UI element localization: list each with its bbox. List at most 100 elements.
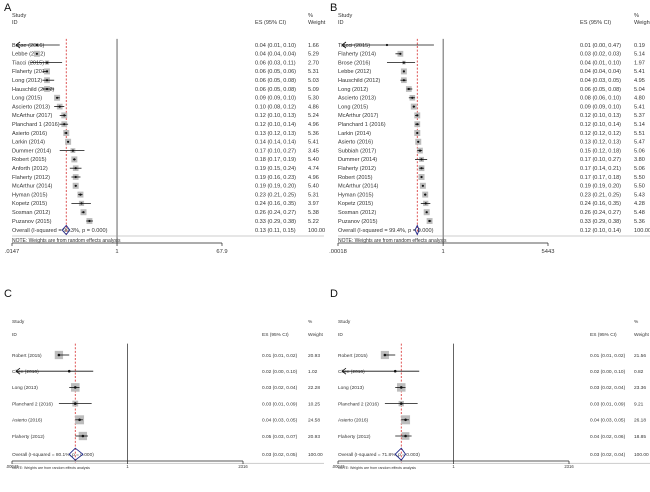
point-estimate [412, 105, 415, 108]
study-row: Larkin (2014) 0.14 (0.14, 0.14) 5.41 [12, 138, 319, 146]
study-row: Brose (2016) 0.04 (0.01, 0.10) 1.66 [12, 41, 319, 49]
study-id: Long (2015) [12, 96, 42, 102]
overall-label: Overall (I-squared = 80.1%, p = 0.000) [12, 452, 94, 458]
study-row: Hauschild (2012) 0.04 (0.03, 0.05) 4.95 [338, 77, 645, 84]
study-es-ci: 0.04 (0.01, 0.10) [255, 43, 296, 49]
study-weight: 1.66 [308, 43, 319, 49]
study-es-ci: 0.26 (0.24, 0.27) [255, 210, 296, 216]
study-id: Flaherty (2014) [12, 69, 50, 75]
study-id: McArthur (2014) [338, 184, 379, 190]
study-id: Kopetz (2015) [12, 201, 47, 207]
study-row: Robert (2015) 0.18 (0.17, 0.19) 5.40 [12, 156, 319, 163]
study-id: Robert (2015) [12, 157, 47, 163]
study-es-ci: 0.19 (0.16, 0.23) [255, 175, 296, 181]
study-es-ci: 0.33 (0.29, 0.38) [580, 219, 621, 225]
study-weight: 4.95 [634, 78, 645, 84]
point-estimate [45, 79, 49, 82]
study-es-ci: 0.33 (0.29, 0.38) [255, 219, 296, 225]
study-row: Sosman (2012) 0.26 (0.24, 0.27) 5.48 [338, 209, 645, 216]
study-id: McArthur (2014) [12, 184, 53, 190]
header-percent: % [308, 319, 313, 325]
point-estimate [393, 369, 397, 373]
study-id: Asierto (2016) [338, 418, 369, 424]
overall-label: Overall (I-squared = 99.4%, p = 0.000) [338, 228, 434, 234]
study-row: Robert (2015) 0.17 (0.17, 0.18) 5.50 [338, 174, 645, 181]
study-row: Long (2013) 0.03 (0.02, 0.04) 22.28 [12, 383, 320, 392]
overall-weight: 100.00 [634, 228, 650, 234]
point-estimate [420, 167, 423, 170]
study-row: Long (2015) 0.09 (0.09, 0.10) 5.41 [338, 103, 645, 110]
study-weight: 5.14 [634, 52, 645, 58]
study-id: Asierto (2016) [338, 140, 373, 146]
study-weight: 0.82 [634, 369, 644, 375]
study-es-ci: 0.17 (0.14, 0.21) [580, 166, 621, 172]
point-estimate [404, 418, 407, 422]
study-id: Dummer (2014) [12, 148, 51, 154]
study-row: Chen (2016) 0.02 (0.00, 0.10) 0.82 [338, 367, 644, 375]
study-weight: 4.96 [308, 175, 319, 181]
point-estimate [402, 79, 405, 82]
point-estimate [58, 105, 61, 108]
overall-diamond [394, 447, 407, 461]
study-row: Robert (2015) 0.01 (0.01, 0.02) 20.93 [12, 350, 320, 360]
study-row: Kopetz (2015) 0.24 (0.16, 0.35) 4.28 [338, 200, 645, 207]
study-es-ci: 0.23 (0.21, 0.25) [580, 192, 621, 198]
study-row: Asierto (2016) 0.13 (0.12, 0.13) 5.47 [338, 138, 645, 146]
study-row: Tiacci (2015) 0.06 (0.03, 0.11) 2.70 [12, 60, 319, 66]
x-tick-label: 1 [442, 249, 445, 255]
point-estimate [418, 149, 422, 152]
overall-es-ci: 0.03 (0.02, 0.05) [262, 452, 298, 458]
point-estimate [383, 353, 387, 357]
overall-label: Overall (I-squared = 71.8%, p = 0.003) [338, 452, 420, 458]
study-es-ci: 0.01 (0.00, 0.47) [580, 43, 621, 49]
weights-note: NOTE: Weights are from random effects an… [12, 238, 121, 244]
study-row: Ascierto (2013) 0.08 (0.06, 0.10) 4.80 [338, 94, 645, 102]
x-tick-label: 1 [126, 464, 129, 469]
study-es-ci: 0.17 (0.10, 0.27) [580, 157, 621, 163]
study-weight: 23.36 [634, 385, 646, 391]
study-weight: 5.38 [308, 210, 319, 216]
study-row: Kopetz (2015) 0.24 (0.16, 0.35) 3.97 [12, 200, 319, 207]
study-weight: 20.93 [308, 353, 320, 359]
panel-label: D [330, 288, 338, 300]
study-id: Lebbe (2012) [338, 69, 371, 75]
study-weight: 5.36 [308, 131, 319, 137]
point-estimate [424, 193, 427, 196]
point-estimate [45, 61, 49, 64]
point-estimate [416, 131, 419, 135]
study-weight: 5.06 [634, 166, 645, 172]
study-es-ci: 0.12 (0.12, 0.12) [580, 131, 621, 137]
point-estimate [88, 219, 91, 223]
study-weight: 5.22 [308, 219, 319, 225]
study-weight: 5.51 [634, 131, 645, 137]
study-id: Brose (2016) [338, 60, 370, 66]
overall-weight: 100.00 [634, 452, 649, 458]
study-es-ci: 0.04 (0.04, 0.04) [255, 52, 296, 58]
x-tick-label: 67.9 [216, 249, 227, 255]
study-es-ci: 0.04 (0.04, 0.04) [580, 69, 621, 75]
study-es-ci: 0.06 (0.05, 0.08) [255, 78, 296, 84]
study-id: Tiacci (2015) [338, 43, 370, 49]
study-weight: 21.56 [634, 353, 646, 359]
study-id: Larkin (2014) [12, 140, 45, 146]
study-weight: 4.96 [308, 122, 319, 128]
study-es-ci: 0.15 (0.12, 0.18) [580, 148, 621, 154]
study-weight: 5.09 [308, 87, 319, 93]
point-estimate [407, 87, 410, 91]
header-id: ID [338, 20, 344, 26]
x-tick-label: 2316 [564, 464, 574, 469]
study-id: Anforth (2012) [12, 166, 48, 172]
study-es-ci: 0.04 (0.03, 0.05) [580, 78, 621, 84]
study-row: Lebbe (2012) 0.04 (0.04, 0.04) 5.41 [338, 68, 645, 75]
study-es-ci: 0.19 (0.15, 0.24) [255, 166, 296, 172]
study-weight: 5.41 [634, 104, 645, 110]
study-id: Hyman (2015) [12, 192, 48, 198]
study-id: Chen (2016) [338, 369, 365, 375]
study-weight: 3.45 [308, 148, 319, 154]
x-tick-label: .00018 [329, 249, 347, 255]
point-estimate [74, 175, 77, 179]
study-es-ci: 0.09 (0.09, 0.10) [255, 96, 296, 102]
point-estimate [416, 114, 419, 117]
study-id: Flaherty (2014) [338, 52, 376, 58]
